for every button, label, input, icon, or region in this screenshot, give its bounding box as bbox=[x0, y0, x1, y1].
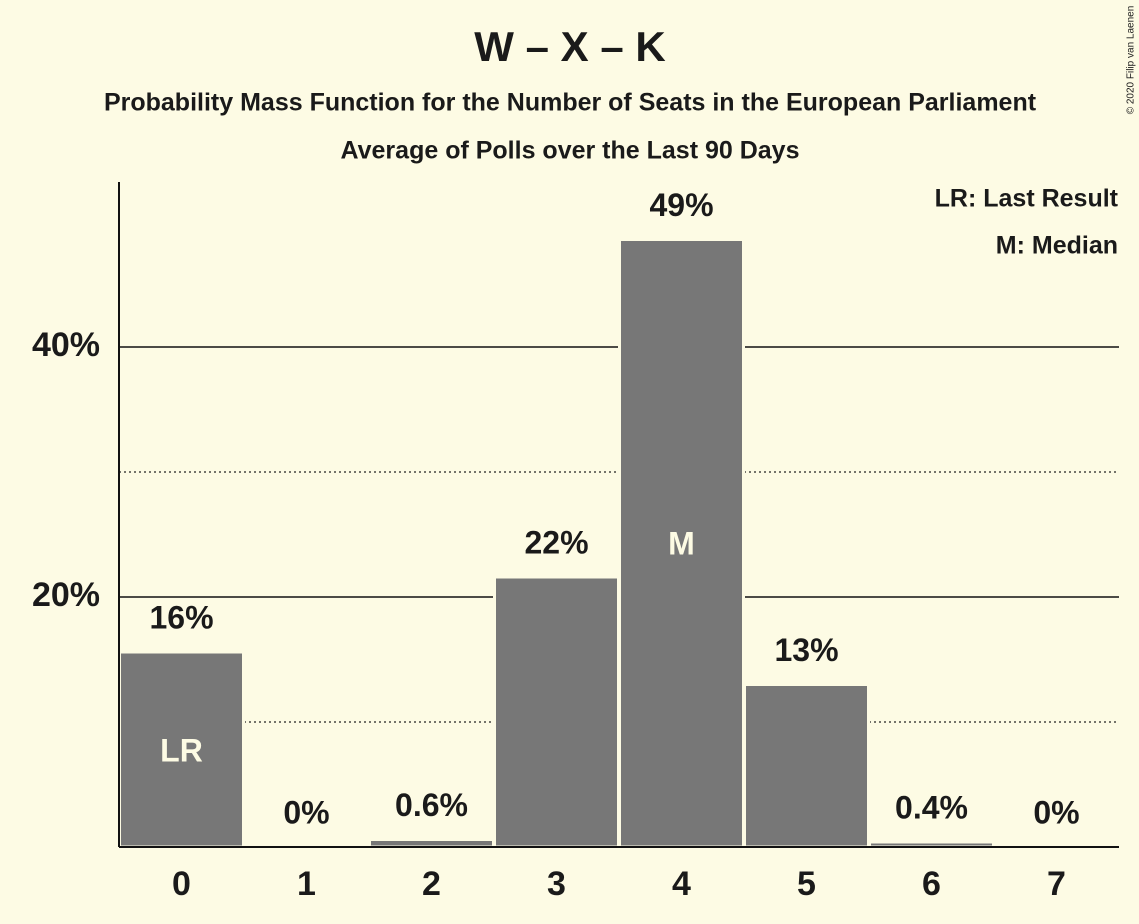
bar bbox=[493, 575, 620, 849]
value-label: 0.6% bbox=[395, 787, 468, 823]
bar-annotation: LR bbox=[160, 732, 203, 768]
legend-entry: M: Median bbox=[996, 232, 1118, 260]
bar bbox=[743, 683, 870, 849]
x-tick-label: 7 bbox=[1047, 865, 1066, 903]
value-label: 13% bbox=[774, 632, 838, 668]
bar bbox=[118, 650, 245, 849]
y-tick-label: 40% bbox=[32, 326, 100, 364]
x-tick-label: 3 bbox=[547, 865, 566, 903]
x-tick-label: 2 bbox=[422, 865, 441, 903]
legend-entry: LR: Last Result bbox=[935, 185, 1119, 213]
value-label: 0% bbox=[1033, 794, 1079, 830]
x-tick-label: 5 bbox=[797, 865, 816, 903]
x-tick-label: 6 bbox=[922, 865, 941, 903]
x-tick-label: 0 bbox=[172, 865, 191, 903]
value-label: 0% bbox=[283, 794, 329, 830]
chart-subtitle: Probability Mass Function for the Number… bbox=[104, 89, 1037, 117]
value-label: 22% bbox=[524, 524, 588, 560]
bar bbox=[368, 838, 495, 849]
value-label: 49% bbox=[649, 187, 713, 223]
y-tick-label: 20% bbox=[32, 576, 100, 614]
value-label: 16% bbox=[149, 599, 213, 635]
value-label: 0.4% bbox=[895, 789, 968, 825]
x-tick-label: 1 bbox=[297, 865, 316, 903]
chart-subtitle: Average of Polls over the Last 90 Days bbox=[341, 137, 800, 165]
bar bbox=[618, 238, 745, 849]
chart-title: W – X – K bbox=[474, 23, 665, 70]
copyright: © 2020 Filip van Laenen bbox=[1126, 6, 1137, 115]
x-tick-label: 4 bbox=[672, 865, 691, 903]
bar-annotation: M bbox=[668, 525, 695, 561]
